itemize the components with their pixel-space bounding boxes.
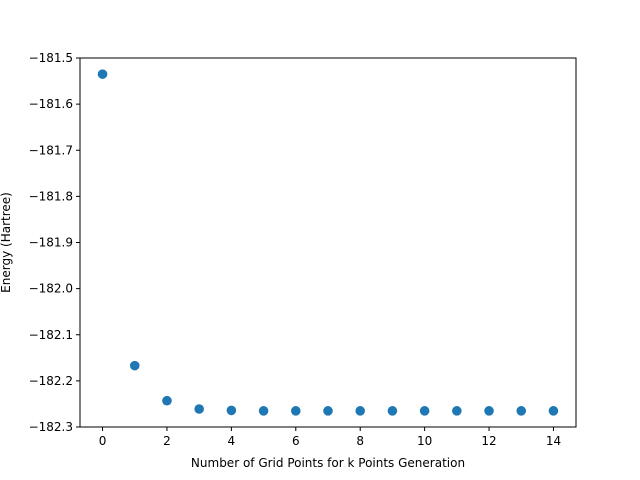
data-point <box>194 404 204 414</box>
data-point <box>323 406 333 416</box>
y-tick-label: −181.8 <box>29 189 73 203</box>
x-tick-label: 4 <box>228 434 236 448</box>
x-axis: 0 2 4 6 8 10 12 14 <box>99 427 561 448</box>
data-point <box>516 406 527 416</box>
y-tick-label: −181.9 <box>29 236 73 250</box>
data-point <box>355 406 366 416</box>
y-axis-label: Energy (Hartree) <box>0 192 13 293</box>
y-tick-label: −181.5 <box>29 51 73 65</box>
data-point <box>290 406 301 416</box>
data-point <box>484 406 494 416</box>
y-tick-label: −181.6 <box>29 97 73 111</box>
data-point <box>226 405 237 416</box>
x-tick-label: 8 <box>356 434 364 448</box>
x-tick-label: 2 <box>163 434 171 448</box>
y-tick-label: −182.2 <box>29 374 73 388</box>
data-point <box>129 360 140 371</box>
data-point <box>452 406 462 416</box>
x-tick-label: 0 <box>99 434 107 448</box>
y-tick-label: −181.7 <box>29 143 73 157</box>
data-points <box>97 69 559 416</box>
data-point <box>548 406 559 416</box>
data-point <box>162 395 172 406</box>
y-tick-label: −182.1 <box>29 328 73 342</box>
data-point <box>387 406 398 416</box>
x-tick-label: 6 <box>292 434 300 448</box>
y-axis: −181.5 −181.6 −181.7 −181.8 −181.9 −182.0 −182… <box>29 51 80 434</box>
y-tick-label: −182.3 <box>29 420 73 434</box>
x-tick-label: 10 <box>417 434 432 448</box>
x-tick-label: 14 <box>546 434 561 448</box>
x-tick-label: 12 <box>481 434 496 448</box>
plot-frame <box>79 57 577 428</box>
data-point <box>258 406 269 416</box>
y-tick-label: −182.0 <box>29 282 73 296</box>
data-point <box>97 69 108 79</box>
x-axis-label: Number of Grid Points for k Points Gener… <box>191 456 465 470</box>
data-point <box>419 406 430 416</box>
